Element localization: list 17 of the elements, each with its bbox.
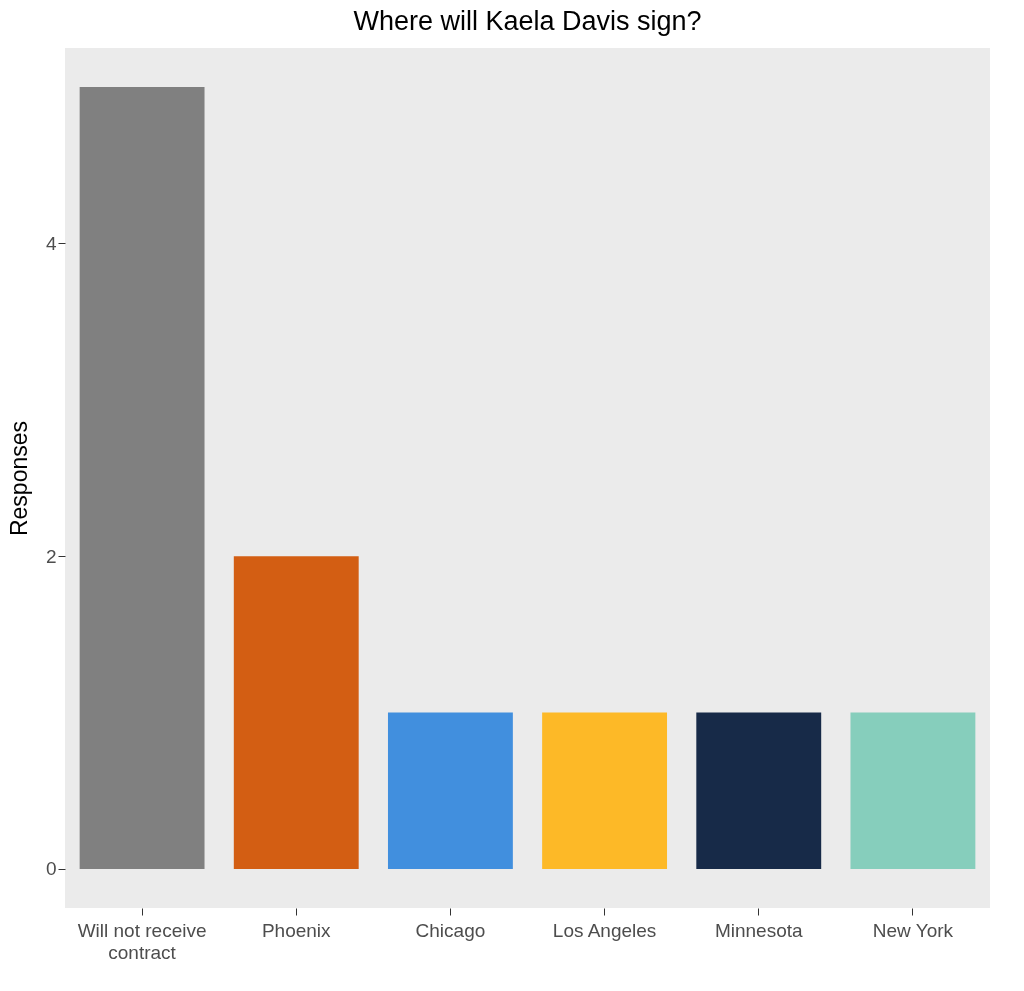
y-tick-label: 0	[45, 858, 57, 880]
x-tick-label: Chicago	[415, 919, 486, 941]
x-tick-label: Los Angeles	[552, 919, 657, 941]
bar	[79, 87, 205, 869]
bar	[542, 712, 668, 869]
y-tick-label: 2	[45, 545, 57, 567]
x-tick-label: Phoenix	[261, 919, 332, 941]
x-tick-label: Will not receive contract	[77, 919, 207, 963]
y-tick-label: 4	[45, 232, 57, 254]
chart-title: Where will Kaela Davis sign?	[353, 6, 702, 36]
y-axis-title: Responses	[5, 420, 32, 537]
bar	[696, 712, 822, 869]
x-tick-label: New York	[872, 919, 954, 941]
bar	[233, 556, 359, 869]
x-tick-label: Minnesota	[714, 919, 804, 941]
bar	[387, 712, 513, 869]
bar	[850, 712, 976, 869]
